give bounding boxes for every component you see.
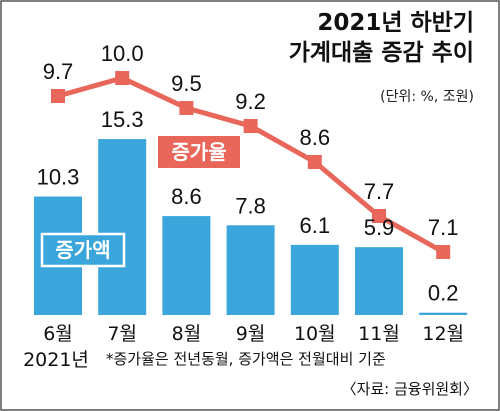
category-label: 7월	[107, 323, 137, 345]
line-series-tag-label: 증가율	[171, 140, 226, 164]
value-labels: 9.7 10.0 9.5 9.2 8.6 7.7 7.1 10.3 15.3 8.6 7.8 6.1 5…	[37, 41, 459, 306]
bar-3	[162, 216, 211, 315]
bar-5	[290, 244, 339, 315]
line-value-label: 8.6	[300, 125, 331, 150]
bar-value-label: 10.3	[37, 165, 80, 190]
line-point-1	[51, 89, 65, 103]
category-label: 6월	[43, 323, 73, 345]
line-point-6	[372, 209, 386, 223]
bar-value-label: 5.9	[364, 215, 395, 240]
bar-7	[419, 312, 468, 315]
footnote: *증가율은 전년동월, 증가액은 전월대비 기준	[106, 350, 386, 368]
line-point-3	[179, 101, 194, 115]
category-label: 11월	[358, 323, 400, 345]
category-label: 12월	[422, 323, 464, 345]
bar-series-tag-box	[40, 232, 126, 268]
bar-value-label: 6.1	[300, 213, 331, 238]
line-series-tag: 증가율	[158, 136, 240, 168]
category-label: 9월	[236, 323, 266, 345]
bar-2	[98, 139, 147, 315]
line-point-2	[115, 71, 130, 85]
bar-value-label: 8.6	[171, 184, 202, 209]
bar-series	[34, 139, 468, 315]
year-label: 2021년	[23, 349, 89, 371]
bar-series-tag: 증가액	[40, 232, 126, 268]
bar-4	[226, 225, 275, 315]
source-note: 〈자료: 금융위원회〉	[342, 380, 478, 398]
line-series	[51, 71, 451, 259]
bar-value-label: 15.3	[101, 107, 144, 132]
category-label: 10월	[294, 323, 336, 345]
bar-value-label: 0.2	[428, 281, 459, 306]
line-value-label: 7.1	[428, 215, 459, 240]
line-value-label: 7.7	[364, 179, 395, 204]
unit-note: (단위: %, 조원)	[380, 89, 474, 105]
line-value-label: 10.0	[101, 41, 144, 66]
line-value-label: 9.5	[171, 71, 202, 96]
chart-title-line1: 2021년 하반기	[317, 10, 474, 36]
chart-title-line2: 가계대출 증감 추이	[289, 40, 474, 66]
line-point-5	[307, 155, 322, 169]
category-labels: 6월 7월 8월 9월 10월 11월 12월	[43, 323, 464, 345]
line-series-tag-box	[158, 136, 240, 168]
bar-6	[355, 247, 403, 315]
line-value-label: 9.7	[43, 59, 74, 84]
line-point-7	[436, 245, 451, 259]
line-value-label: 9.2	[235, 89, 266, 114]
line-point-4	[243, 119, 258, 133]
bar-series-tag-label: 증가액	[55, 238, 110, 262]
category-label: 8월	[172, 323, 202, 345]
bar-value-label: 7.8	[235, 193, 266, 218]
